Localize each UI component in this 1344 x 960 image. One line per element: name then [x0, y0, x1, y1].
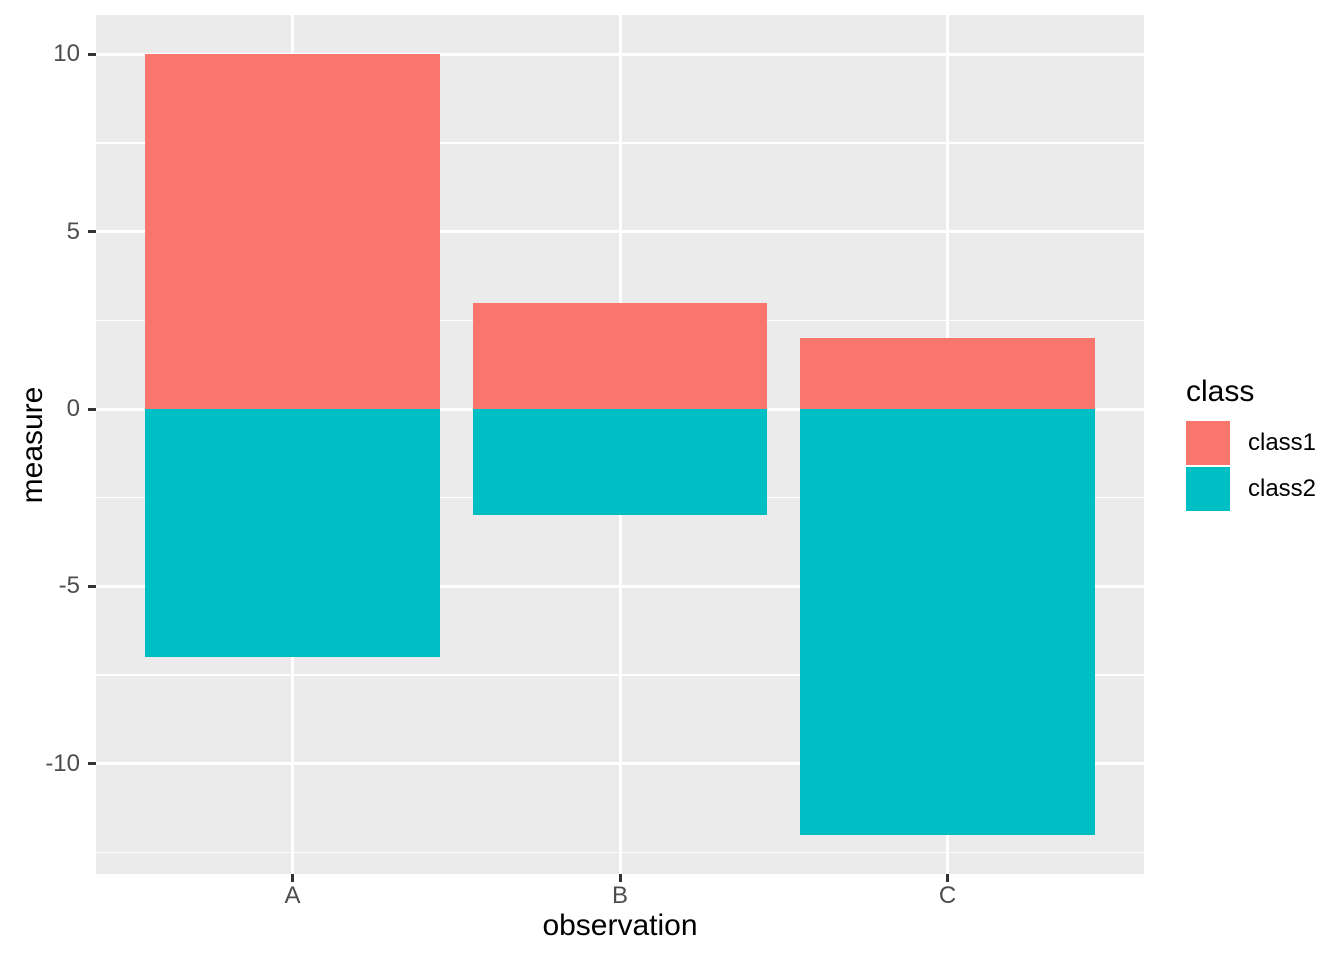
bar-segment-C-class2	[800, 409, 1095, 835]
legend-title: class	[1186, 375, 1255, 408]
bar-segment-B-class2	[472, 409, 768, 516]
legend-swatch-class1	[1186, 421, 1230, 465]
x-tick-mark-A	[291, 874, 294, 882]
y-tick-label-10: 10	[53, 40, 80, 68]
legend-item-class2: class2	[1186, 467, 1316, 511]
bar-segment-C-class1	[800, 338, 1095, 409]
legend-label-class2: class2	[1248, 475, 1317, 502]
x-tick-mark-B	[618, 874, 622, 882]
legend-label-class1: class1	[1248, 429, 1317, 456]
legend-item-class1: class1	[1186, 421, 1316, 465]
x-tick-label-B: B	[611, 882, 628, 909]
y-tick-label-5: 5	[66, 217, 80, 245]
x-tick-label-A: A	[284, 882, 301, 909]
y-tick-mark-10	[88, 52, 96, 56]
bar-segment-A-class2	[145, 409, 440, 658]
y-tick-label--10: -10	[45, 749, 80, 777]
x-tick-mark-C	[946, 874, 949, 882]
y-tick-label--5: -5	[58, 572, 80, 600]
bar-segment-B-class1	[472, 302, 768, 409]
legend-items: class1 class2	[1186, 421, 1316, 511]
y-tick-mark-0	[88, 407, 96, 411]
bar-segment-A-class1	[145, 54, 440, 409]
legend-swatch-class2	[1186, 467, 1230, 511]
legend: class class1 class2	[1186, 375, 1316, 511]
y-tick-mark--5	[88, 584, 96, 588]
y-tick-mark-5	[88, 230, 96, 234]
y-tick-label-0: 0	[66, 395, 80, 422]
plot-panel	[96, 15, 1144, 874]
x-tick-label-C: C	[938, 882, 957, 909]
y-tick-mark--10	[88, 762, 96, 766]
x-axis-title: observation	[542, 909, 698, 942]
